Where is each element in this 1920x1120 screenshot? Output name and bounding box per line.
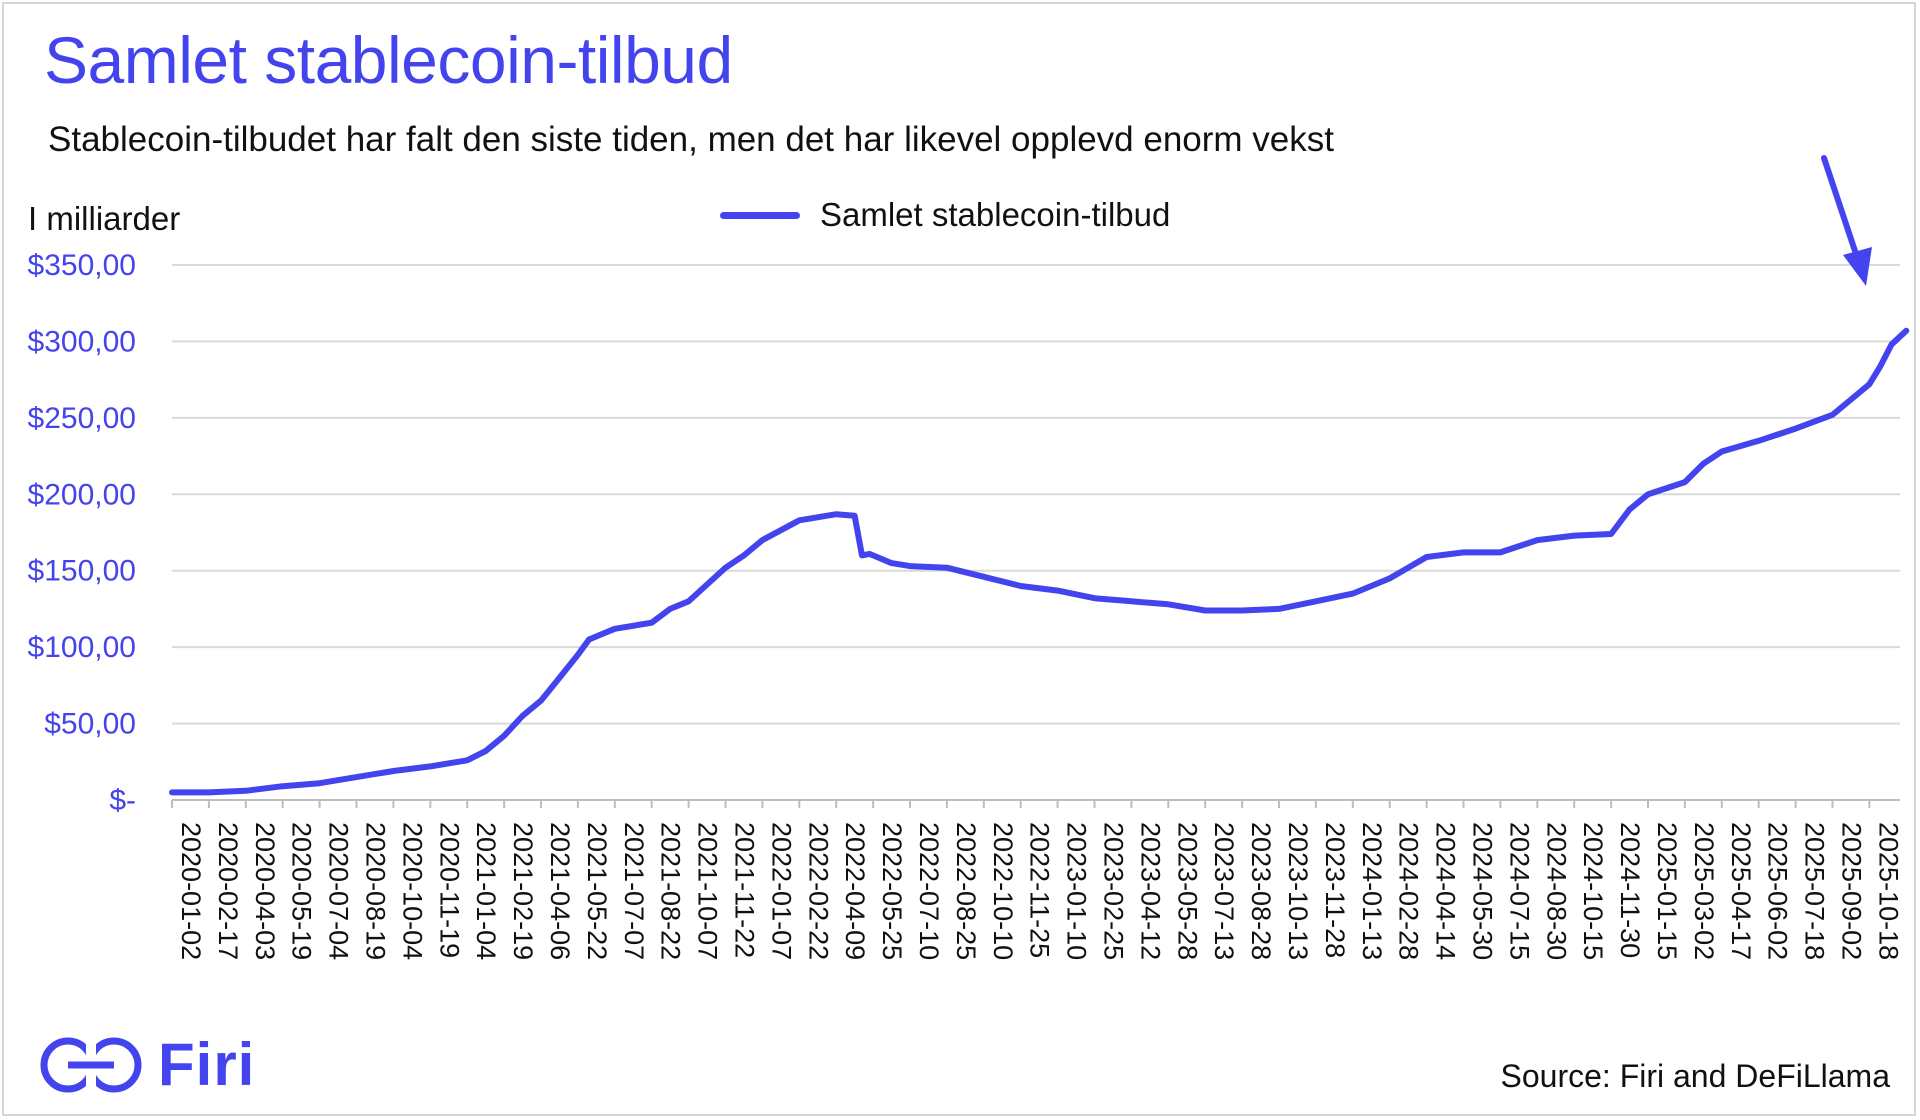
x-tick-label: 2022-02-22 [803,822,833,960]
firi-logo-text: Firi [158,1031,256,1098]
x-tick-label: 2020-01-02 [176,822,206,960]
x-tick-label: 2023-10-13 [1283,822,1313,960]
x-tick-label: 2020-11-19 [434,822,464,958]
legend-label: Samlet stablecoin-tilbud [820,196,1171,233]
y-tick-label: $150,00 [28,555,136,588]
y-tick-label: $200,00 [28,478,136,511]
x-tick-label: 2020-05-19 [287,822,317,960]
x-tick-label: 2021-01-04 [471,822,501,960]
y-tick-label: $- [109,784,136,817]
x-tick-label: 2022-05-25 [877,822,907,960]
legend: Samlet stablecoin-tilbud [720,196,1170,234]
x-tick-label: 2023-05-28 [1172,822,1202,960]
source-note: Source: Firi and DeFiLlama [1500,1058,1890,1094]
x-tick-label: 2021-08-22 [656,822,686,960]
annotation-arrow-head [1843,247,1872,286]
x-tick-label: 2021-10-07 [693,822,723,960]
x-tick-label: 2023-02-25 [1099,822,1129,960]
x-tick-label: 2020-07-04 [324,822,354,960]
x-tick-label: 2025-03-02 [1689,822,1719,960]
y-tick-label: $300,00 [28,325,136,358]
x-tick-label: 2021-02-19 [508,822,538,960]
x-tick-label: 2022-08-25 [951,822,981,960]
x-tick-label: 2022-07-10 [914,822,944,960]
x-tick-label: 2024-05-30 [1468,822,1498,960]
y-tick-label: $50,00 [44,708,136,741]
y-tick-label: $350,00 [28,249,136,282]
firi-logo: Firi [38,1030,255,1099]
x-tick-label: 2025-09-02 [1837,822,1867,960]
x-tick-label: 2025-07-18 [1800,822,1830,960]
x-tick-label: 2024-08-30 [1541,822,1571,960]
x-tick-label: 2025-06-02 [1763,822,1793,960]
x-tick-label: 2021-05-22 [582,822,612,960]
x-tick-label: 2021-07-07 [619,822,649,960]
chart-title: Samlet stablecoin-tilbud [44,23,733,97]
x-tick-label: 2021-04-06 [545,822,575,960]
x-tick-label: 2023-11-28 [1320,822,1350,958]
x-tick-label: 2023-04-12 [1135,822,1165,960]
annotation-arrow-shaft [1821,155,1861,263]
x-tick-label: 2025-01-15 [1652,822,1682,960]
x-tick-label: 2025-10-18 [1873,822,1903,960]
x-tick-label: 2023-01-10 [1062,822,1092,960]
x-tick-label: 2022-01-07 [766,822,796,960]
x-tick-label: 2022-04-09 [840,822,870,960]
x-tick-label: 2020-02-17 [213,822,243,960]
x-tick-label: 2022-11-25 [1025,822,1055,958]
x-tick-label: 2023-07-13 [1209,822,1239,960]
x-tick-label: 2022-10-10 [988,822,1018,960]
x-tick-label: 2021-11-22 [730,822,760,958]
y-tick-label: $250,00 [28,402,136,435]
y-tick-label: $100,00 [28,631,136,664]
y-axis-unit-label: I milliarder [28,200,181,237]
x-tick-label: 2024-02-28 [1394,822,1424,960]
series-line [169,327,1910,796]
x-tick-label: 2024-04-14 [1431,822,1461,960]
x-tick-label: 2020-04-03 [250,822,280,960]
firi-logo-icon [40,1037,142,1092]
legend-line-swatch [720,211,800,219]
x-tick-label: 2024-10-15 [1578,822,1608,960]
x-tick-label: 2024-01-13 [1357,822,1387,960]
chart-subtitle: Stablecoin-tilbudet har falt den siste t… [48,120,1334,159]
x-tick-label: 2025-04-17 [1726,822,1756,960]
x-tick-label: 2020-08-19 [361,822,391,960]
x-tick-label: 2020-10-04 [397,822,427,960]
x-tick-label: 2024-07-15 [1504,822,1534,960]
x-tick-label: 2024-11-30 [1615,822,1645,958]
x-tick-label: 2023-08-28 [1246,822,1276,960]
